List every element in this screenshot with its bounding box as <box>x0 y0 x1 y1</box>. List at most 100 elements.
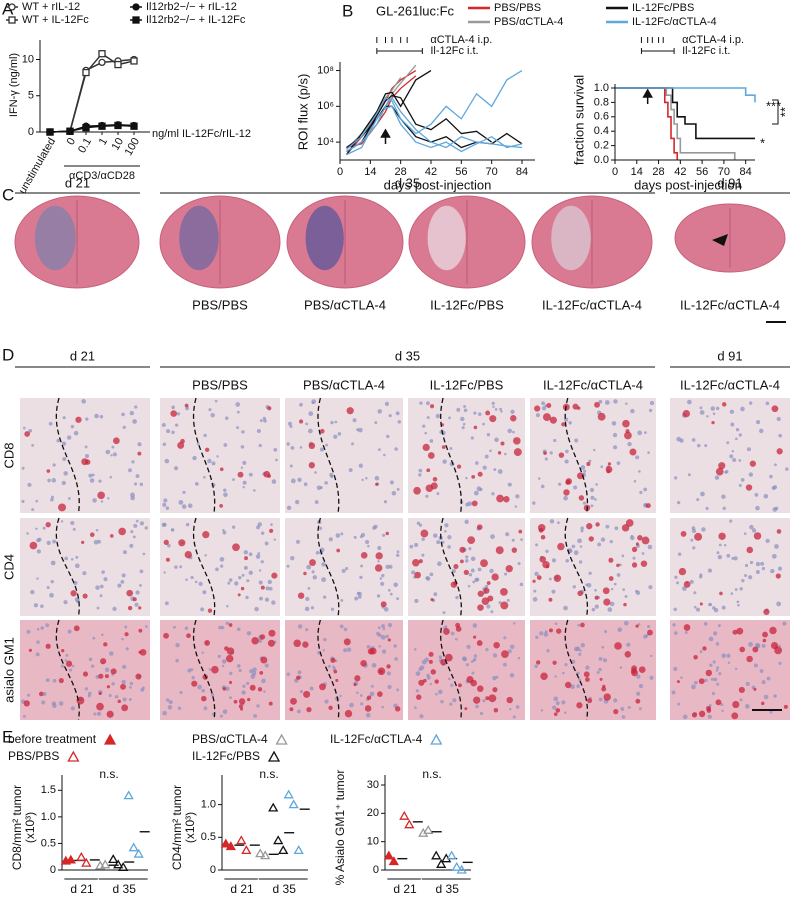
nucleus <box>323 595 327 599</box>
nucleus <box>630 408 635 414</box>
y-tick-label: 10⁸ <box>317 64 334 76</box>
stained-cell <box>219 503 224 508</box>
nucleus <box>512 430 515 434</box>
section-caption: PBS/PBS <box>192 297 248 312</box>
nucleus <box>737 604 740 607</box>
nucleus <box>340 598 344 602</box>
stained-cell <box>683 624 691 631</box>
day-label: d 91 <box>717 348 742 363</box>
stained-cell <box>635 542 640 546</box>
nucleus <box>258 443 262 448</box>
stained-cell <box>749 460 756 467</box>
y-tick-label: 30 <box>367 779 379 791</box>
nucleus <box>389 480 394 485</box>
stained-cell <box>82 671 89 677</box>
y-tick-label: 10⁶ <box>317 100 334 112</box>
nucleus <box>117 583 122 588</box>
nucleus <box>497 469 503 474</box>
nucleus <box>580 526 584 530</box>
nucleus <box>671 690 676 695</box>
nucleus <box>673 607 677 612</box>
nucleus <box>217 654 222 659</box>
nucleus <box>222 709 228 715</box>
nucleus <box>721 709 724 713</box>
stained-cell <box>549 416 557 424</box>
nucleus <box>267 579 272 585</box>
nucleus <box>111 445 115 449</box>
tumor-border <box>440 619 462 721</box>
nucleus <box>96 606 100 610</box>
nucleus <box>352 418 357 423</box>
stained-cell <box>360 551 368 559</box>
stained-cell <box>476 640 483 646</box>
nucleus <box>273 447 278 452</box>
nucleus <box>67 629 72 634</box>
nucleus <box>426 576 431 581</box>
nucleus <box>101 633 104 637</box>
stained-cell <box>548 597 553 602</box>
nucleus <box>679 438 684 443</box>
nucleus <box>475 704 479 709</box>
nucleus <box>386 671 391 676</box>
nucleus <box>334 420 338 424</box>
nucleus <box>356 428 360 432</box>
nucleus <box>590 495 595 500</box>
stained-cell <box>538 527 544 533</box>
nucleus <box>98 479 102 483</box>
nucleus <box>721 605 726 610</box>
y-tick-label: 10 <box>367 836 379 848</box>
nucleus <box>712 660 716 664</box>
column-label: PBS/αCTLA-4 <box>303 377 385 392</box>
tumor <box>34 205 76 271</box>
nucleus <box>641 552 645 555</box>
nucleus <box>591 607 596 612</box>
nucleus <box>621 554 625 558</box>
stained-cell <box>641 536 650 545</box>
nucleus <box>201 688 206 693</box>
stained-cell <box>605 466 613 473</box>
nucleus <box>565 559 569 563</box>
stained-cell <box>736 627 744 635</box>
stained-cell <box>260 656 268 664</box>
nucleus <box>40 626 44 630</box>
nucleus <box>447 535 452 540</box>
nucleus <box>264 663 269 668</box>
stained-cell <box>268 701 273 706</box>
nucleus <box>759 669 764 673</box>
nucleus <box>377 409 383 414</box>
stained-cell <box>455 622 461 628</box>
tumor <box>305 205 344 271</box>
stained-cell <box>680 531 687 537</box>
nucleus <box>635 589 639 593</box>
point <box>283 789 294 799</box>
nucleus <box>229 671 233 676</box>
stained-cell <box>532 579 536 583</box>
nucleus <box>450 683 454 687</box>
nucleus <box>354 596 359 601</box>
nucleus <box>229 696 232 700</box>
stained-cell <box>629 448 637 456</box>
nucleus <box>624 594 628 598</box>
nucleus <box>436 540 441 545</box>
nucleus <box>357 595 362 599</box>
nucleus <box>51 495 55 499</box>
stained-cell <box>418 559 423 564</box>
nucleus <box>456 407 461 412</box>
nucleus <box>492 676 497 681</box>
nucleus <box>382 627 386 631</box>
nucleus <box>81 399 86 404</box>
stained-cell <box>444 653 453 662</box>
nucleus <box>633 479 637 483</box>
nucleus <box>325 443 329 447</box>
nucleus <box>323 637 327 642</box>
stained-cell <box>578 495 585 501</box>
nucleus <box>142 552 146 556</box>
nucleus <box>219 564 224 568</box>
legend-label: PBS/PBS <box>494 2 541 14</box>
histology-tile <box>20 398 150 513</box>
nucleus <box>198 581 203 586</box>
point <box>260 850 271 860</box>
nucleus <box>324 481 328 485</box>
nucleus <box>26 629 31 634</box>
stained-cell <box>428 659 433 664</box>
